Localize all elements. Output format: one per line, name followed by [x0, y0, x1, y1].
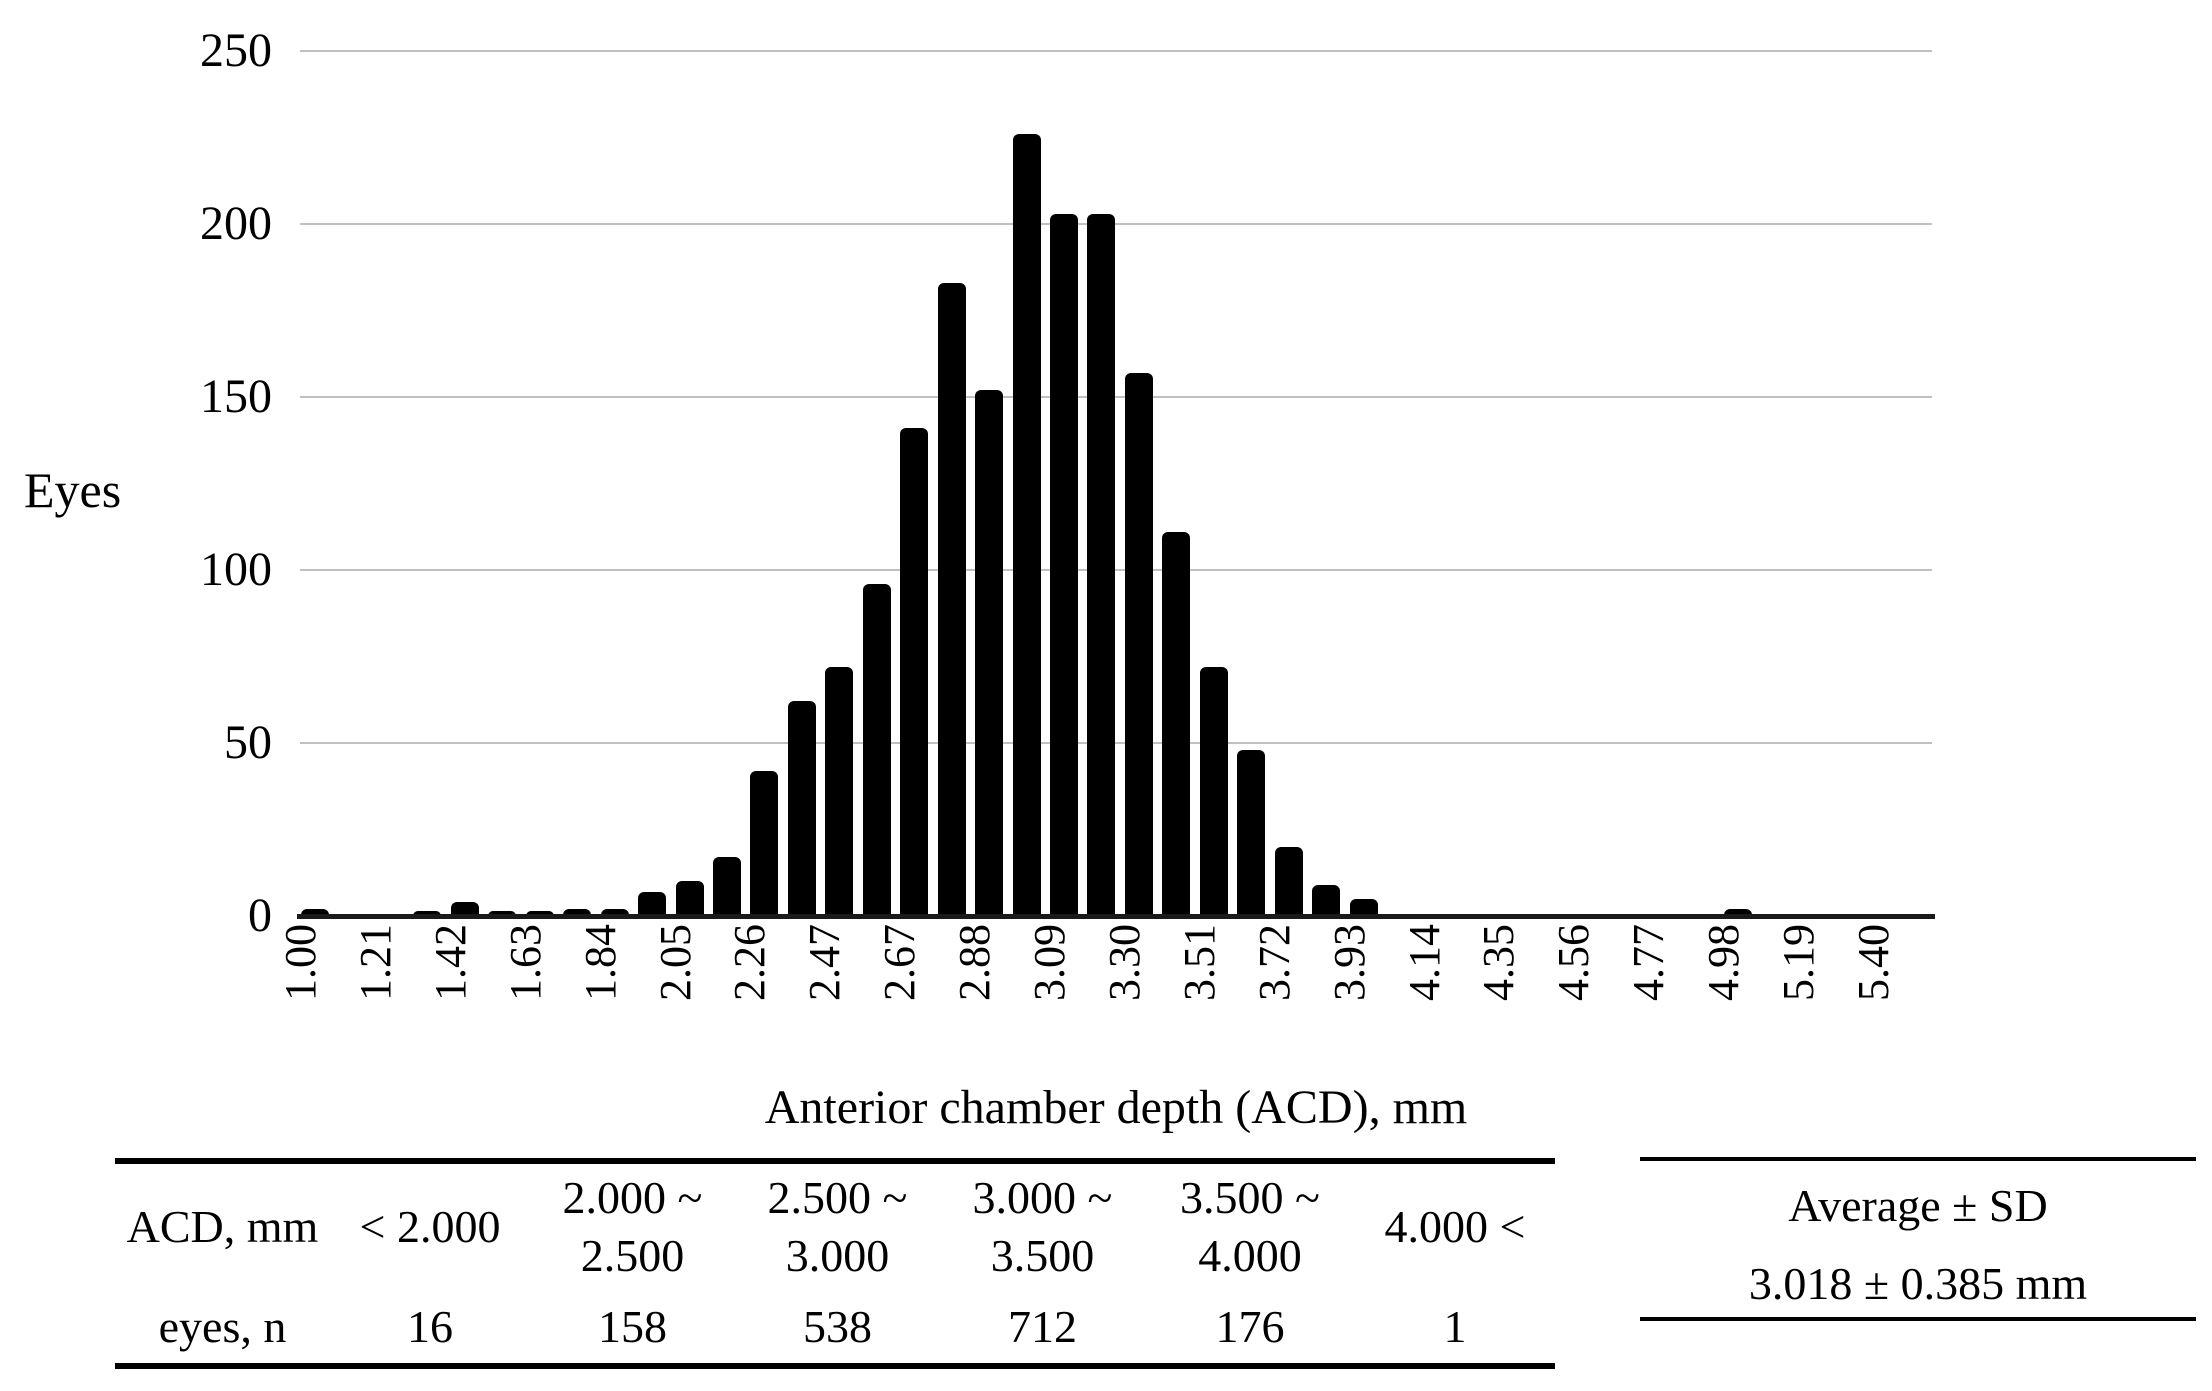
table-header-range-4: 3.000 ~ 3.500 [972, 1172, 1113, 1281]
table-header-range-2: 2.000 ~ 2.500 [562, 1172, 703, 1281]
x-tick-label-4.14: 4.14 [1399, 924, 1449, 1001]
x-tick-label-3.30: 3.30 [1099, 924, 1149, 1001]
histogram-bar [301, 909, 329, 916]
x-tick-label-4.77: 4.77 [1624, 924, 1674, 1001]
table-eyes-n-5: 176 [1215, 1300, 1285, 1352]
table-eyes-n-1: 16 [407, 1300, 453, 1352]
average-sd-box: Average ± SD 3.018 ± 0.385 mm [1640, 1157, 2196, 1321]
y-tick-label-100: 100 [200, 543, 272, 596]
histogram-bar [937, 282, 966, 916]
histogram-bar [1199, 666, 1228, 916]
table-eyes-n-2: 158 [598, 1300, 667, 1352]
x-tick-label-1.00: 1.00 [276, 924, 325, 1001]
y-tick-label-250: 250 [200, 24, 272, 77]
gridline-y200 [300, 223, 1932, 225]
histogram-bar [975, 390, 1004, 916]
table-row2-label: eyes, n [158, 1300, 287, 1352]
y-tick-label-0: 0 [248, 889, 272, 942]
histogram-bar [1087, 213, 1116, 916]
x-tick-label-2.26: 2.26 [725, 924, 775, 1001]
table-eyes-n-6: 1 [1443, 1300, 1467, 1352]
x-tick-label-1.63: 1.63 [500, 924, 550, 1001]
histogram-bar [1274, 846, 1303, 916]
histogram-bar [1124, 372, 1153, 916]
histogram-bar [712, 857, 741, 916]
x-tick-label-1.42: 1.42 [425, 924, 475, 1001]
y-tick-label-200: 200 [200, 197, 272, 250]
x-tick-label-4.56: 4.56 [1549, 924, 1599, 1001]
x-tick-label-3.93: 3.93 [1324, 924, 1374, 1001]
x-tick-label-4.35: 4.35 [1474, 924, 1524, 1001]
x-tick-label-4.98: 4.98 [1699, 924, 1749, 1001]
x-tick-label-2.05: 2.05 [650, 924, 700, 1001]
x-tick-label-3.51: 3.51 [1174, 924, 1224, 1001]
x-tick-label-1.21: 1.21 [350, 924, 400, 1001]
histogram-bar [525, 911, 554, 916]
histogram-bar [787, 701, 816, 916]
x-tick-label-5.19: 5.19 [1774, 924, 1823, 1001]
histogram-bar [1012, 134, 1041, 916]
y-axis-title: Eyes [24, 462, 122, 518]
acd-distribution-table: ACD, mm < 2.000 2.000 ~ 2.500 2.500 ~ 3.… [115, 1158, 1555, 1369]
table-row1-label: ACD, mm [126, 1201, 319, 1252]
table-header-range-5: 3.500 ~ 4.000 [1180, 1172, 1320, 1281]
y-tick-label-50: 50 [224, 716, 272, 769]
x-tick-label-1.84: 1.84 [575, 924, 625, 1001]
x-tick-label-3.09: 3.09 [1025, 924, 1074, 1001]
table-header-range-3: 2.500 ~ 3.000 [767, 1172, 908, 1281]
x-tick-label-5.40: 5.40 [1848, 924, 1898, 1001]
histogram-bar [1237, 749, 1266, 916]
histogram-bar [675, 881, 704, 916]
table-eyes-n-4: 712 [1008, 1300, 1077, 1352]
x-tick-label-2.47: 2.47 [800, 924, 850, 1001]
histogram-bar [1312, 884, 1341, 916]
average-sd-value: 3.018 ± 0.385 mm [1748, 1257, 2088, 1309]
gridline-y50 [300, 742, 1932, 744]
x-tick-label-2.88: 2.88 [950, 924, 1000, 1001]
table-header-range-6: 4.000 < [1384, 1201, 1526, 1252]
gridline-y150 [300, 396, 1932, 398]
histogram-bar [825, 666, 854, 916]
histogram-bar [450, 902, 479, 916]
histogram-bar [488, 911, 517, 916]
histogram-bar [1349, 898, 1378, 916]
histogram-bar [1162, 531, 1191, 916]
histogram-bar [1050, 213, 1078, 916]
y-tick-label-150: 150 [200, 370, 272, 423]
x-tick-label-3.72: 3.72 [1249, 924, 1299, 1001]
histogram-bar [563, 909, 592, 916]
histogram-bar [750, 770, 779, 916]
histogram-bar [862, 583, 891, 916]
x-axis-title: Anterior chamber depth (ACD), mm [764, 1081, 1468, 1134]
table-eyes-n-3: 538 [803, 1300, 872, 1352]
histogram-bar [900, 428, 929, 916]
histogram-bar [600, 909, 629, 916]
x-axis-line [297, 914, 1935, 919]
histogram-bar [413, 911, 442, 916]
histogram-bar [1724, 909, 1753, 916]
gridline-y250 [300, 50, 1932, 52]
table-header-row: ACD, mm < 2.000 2.000 ~ 2.500 2.500 ~ 3.… [115, 1164, 1555, 1290]
histogram-bar [638, 891, 667, 916]
average-sd-title: Average ± SD [1788, 1179, 2048, 1231]
gridline-y100 [300, 569, 1932, 571]
x-tick-label-2.67: 2.67 [875, 924, 925, 1001]
table-header-range-1: < 2.000 [359, 1201, 501, 1252]
table-data-row: eyes, n 16 158 538 712 176 1 [115, 1290, 1555, 1363]
